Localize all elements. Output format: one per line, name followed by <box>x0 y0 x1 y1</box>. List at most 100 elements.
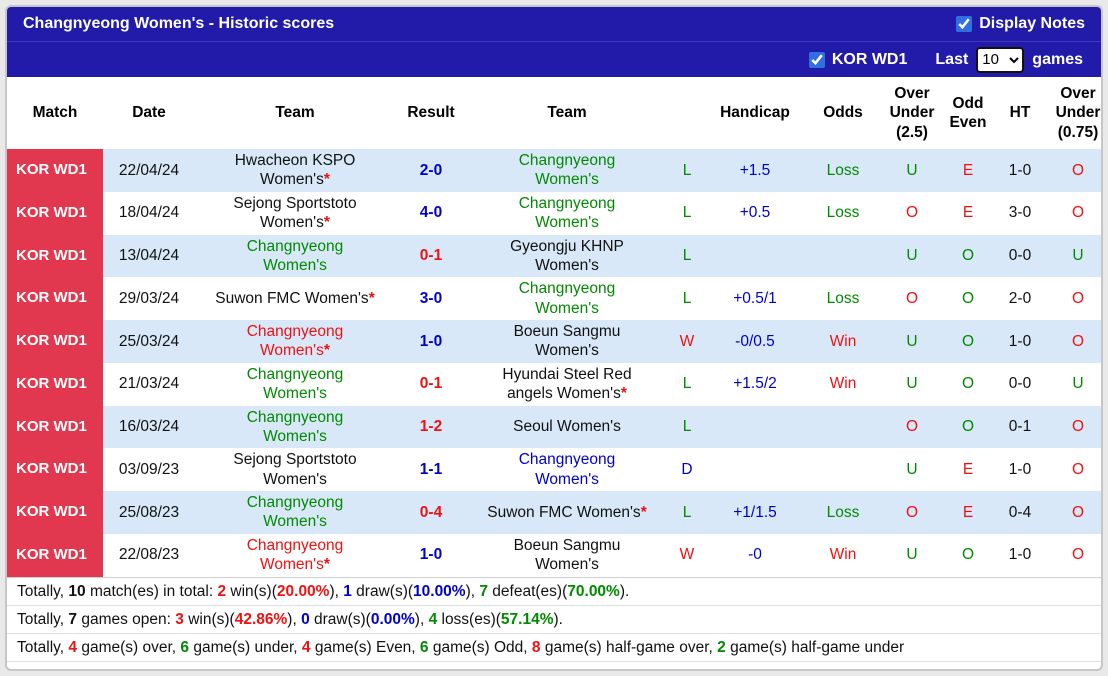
wdl-cell: D <box>681 460 693 478</box>
over-under-25-cell: U <box>906 460 918 478</box>
wdl-cell: L <box>682 289 692 307</box>
last-label: Last <box>935 50 969 68</box>
summary-segment: game(s) over, <box>77 638 181 656</box>
over-under-25-cell: O <box>905 204 919 222</box>
summary-segment: 7 <box>68 610 78 628</box>
summary-segment: 3 <box>175 610 184 628</box>
wdl-cell: L <box>682 161 692 179</box>
summary-section: Totally, 10 match(es) in total: 2 win(s)… <box>7 576 1101 662</box>
favorite-star: * <box>323 214 330 232</box>
home-team-cell: Sejong Sportstoto Women's* <box>195 192 395 235</box>
odds-cell <box>803 448 883 491</box>
team-name: Boeun Sangmu Women's <box>513 536 621 574</box>
display-notes-toggle[interactable]: Display Notes <box>956 15 1085 33</box>
away-team-cell: Boeun Sangmu Women's <box>467 534 667 577</box>
column-header-date: Date <box>103 77 195 149</box>
match-row: KOR WD1 22/08/23 Changnyeong Women's* 1-0 Bo… <box>7 533 1101 577</box>
match-row: KOR WD1 22/04/24 Hwacheon KSPO Women's* 2-0… <box>7 149 1101 192</box>
league-checkbox[interactable] <box>808 51 825 68</box>
summary-segment: match(es) in total: <box>85 582 218 600</box>
team-name: Changnyeong Women's <box>518 194 616 232</box>
summary-segment: 1 <box>343 582 352 600</box>
column-header-odds: Odds <box>803 77 883 149</box>
team-name: Sejong Sportstoto Women's <box>233 194 357 232</box>
league-cell: KOR WD1 <box>7 533 103 577</box>
summary-segment: 57.14% <box>500 610 554 628</box>
half-time-cell: 1-0 <box>1008 460 1032 478</box>
away-team-cell: Changnyeong Women's <box>467 192 667 235</box>
summary-segment: game(s) under, <box>189 638 302 656</box>
date-cell: 22/08/23 <box>118 546 180 564</box>
summary-segment: draw(s)( <box>309 610 371 628</box>
wdl-cell: W <box>679 546 695 564</box>
summary-segment: Totally, <box>17 582 69 600</box>
over-under-25-cell: U <box>906 546 918 564</box>
summary-segment: game(s) half-game over, <box>540 638 718 656</box>
over-under-075-cell: O <box>1071 418 1085 436</box>
odds-cell: Win <box>829 332 857 350</box>
wdl-cell: L <box>682 204 692 222</box>
summary-segment: draw(s)( <box>351 582 414 600</box>
wdl-cell: W <box>679 332 695 350</box>
over-under-25-cell: O <box>905 418 919 436</box>
home-team-cell: Hwacheon KSPO Women's* <box>195 149 395 192</box>
summary-segment: game(s) Odd, <box>428 638 532 656</box>
summary-segment: Totally, <box>17 638 69 656</box>
summary-segment: loss(es)( <box>437 610 501 628</box>
games-count-select[interactable]: 10 <box>976 46 1025 73</box>
display-notes-checkbox[interactable] <box>956 16 973 32</box>
match-row: KOR WD1 18/04/24 Sejong Sportstoto Women's… <box>7 191 1101 235</box>
result-cell: 2-0 <box>419 161 443 179</box>
over-under-25-cell: O <box>905 289 919 307</box>
over-under-075-cell: U <box>1072 375 1084 393</box>
summary-line: Totally, 10 match(es) in total: 2 win(s)… <box>7 578 1101 606</box>
league-cell: KOR WD1 <box>7 405 103 449</box>
summary-segment: 2 <box>217 582 227 600</box>
over-under-25-cell: U <box>906 161 918 179</box>
results-table-body: KOR WD1 22/04/24 Hwacheon KSPO Women's* 2-0… <box>7 149 1101 577</box>
away-team-cell: Hyundai Steel Red angels Women's* <box>467 363 667 406</box>
favorite-star: * <box>323 556 330 574</box>
team-name: Changnyeong Women's <box>518 152 616 189</box>
column-header-ou25: Over Under (2.5) <box>883 77 941 149</box>
league-toggle[interactable]: KOR WD1 <box>808 51 907 69</box>
column-header-ht: HT <box>995 77 1045 149</box>
summary-segment: win(s)( <box>226 582 277 600</box>
summary-segment: Totally, <box>17 610 69 628</box>
result-cell: 0-1 <box>419 375 443 393</box>
handicap-cell <box>707 406 803 449</box>
column-header-ou075: Over Under (0.75) <box>1045 77 1101 149</box>
over-under-075-cell: O <box>1071 161 1085 179</box>
home-team-cell: Changnyeong Women's <box>195 235 395 278</box>
home-team-cell: Changnyeong Women's <box>195 363 395 406</box>
away-team-cell: Changnyeong Women's <box>467 277 667 320</box>
favorite-star: * <box>620 385 627 403</box>
team-name: Changnyeong Women's <box>518 280 616 317</box>
handicap-cell <box>707 448 803 491</box>
result-cell: 1-0 <box>419 546 443 564</box>
handicap-cell: +1/1.5 <box>733 503 777 521</box>
historic-scores-widget: Changnyeong Women's - Historic scores Di… <box>5 5 1103 671</box>
over-under-075-cell: O <box>1071 460 1085 478</box>
summary-segment: 4 <box>301 638 311 656</box>
summary-segment: game(s) Even, <box>310 638 420 656</box>
column-header-result: Result <box>395 77 467 149</box>
match-row: KOR WD1 29/03/24 Suwon FMC Women's* 3-0 Chan… <box>7 277 1101 320</box>
home-team-cell: Changnyeong Women's <box>195 491 395 534</box>
team-name: Changnyeong Women's <box>246 323 344 360</box>
summary-segment: 70.00% <box>567 582 620 600</box>
home-team-cell: Changnyeong Women's* <box>195 320 395 363</box>
odd-even-cell: O <box>961 546 975 564</box>
historic-scores-table: Match Date Team Result Team Handicap Odds Over … <box>7 77 1101 577</box>
home-team-cell: Changnyeong Women's* <box>195 534 395 577</box>
odds-cell <box>803 406 883 449</box>
over-under-25-cell: U <box>906 332 918 350</box>
date-cell: 22/04/24 <box>118 161 180 179</box>
half-time-cell: 0-0 <box>1008 375 1032 393</box>
result-cell: 3-0 <box>419 289 443 307</box>
home-team-cell: Suwon FMC Women's* <box>195 277 395 320</box>
team-name: Hwacheon KSPO Women's <box>234 152 356 189</box>
half-time-cell: 0-4 <box>1008 503 1032 521</box>
league-cell: KOR WD1 <box>7 277 103 320</box>
summary-segment: games open: <box>77 610 176 628</box>
